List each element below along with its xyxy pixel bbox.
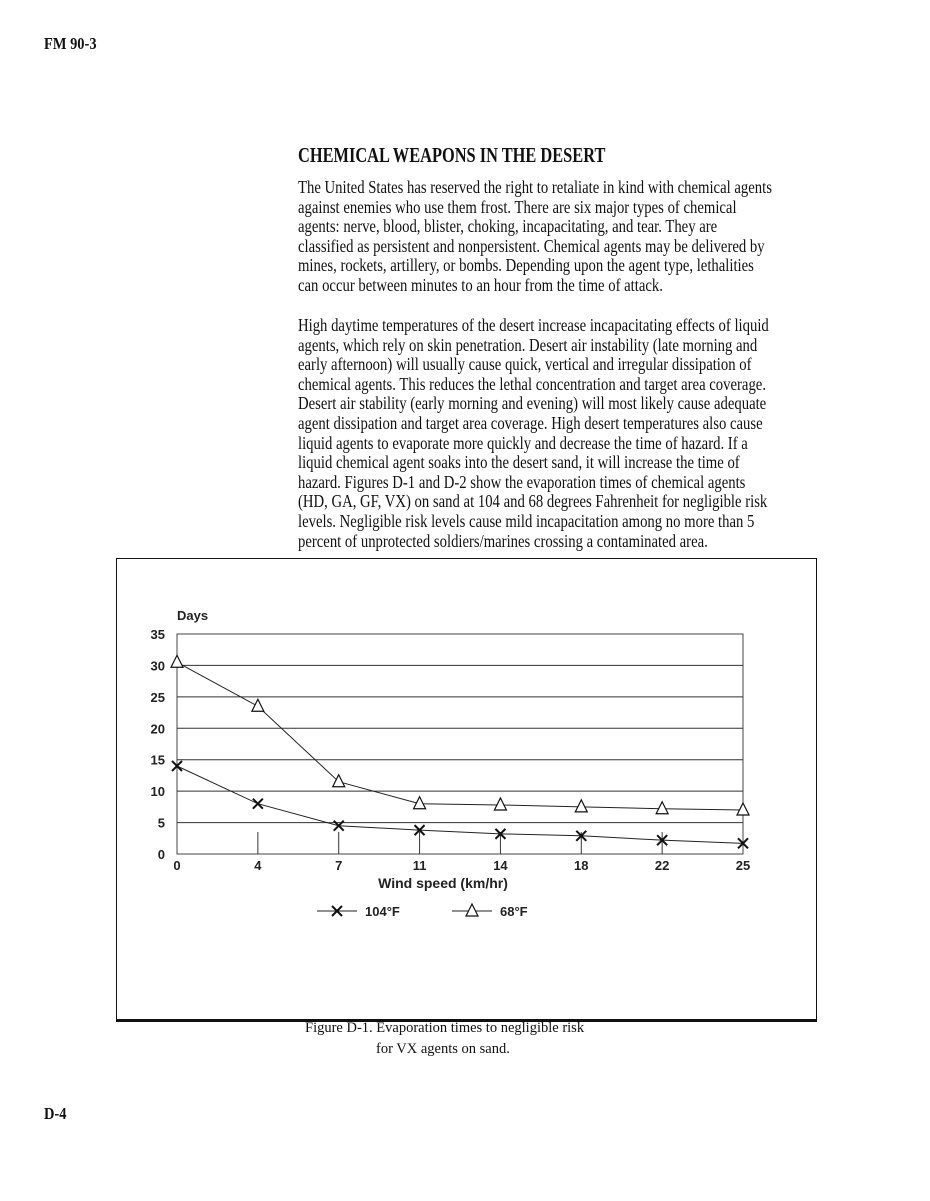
legend-label-104f: 104°F: [365, 904, 400, 919]
series-line-104f: [176, 765, 744, 844]
text-line: High daytime temperatures of the desert …: [298, 315, 769, 335]
text-line: mines, rockets, artillery, or bombs. Dep…: [298, 255, 754, 276]
manual-code: FM 90-3: [44, 34, 97, 53]
data-point: [252, 798, 264, 810]
y-tick-label: 10: [151, 784, 165, 799]
plot-area: [176, 633, 744, 855]
text-line: liquid chemical agent soaks into the des…: [298, 452, 740, 473]
text-line: percent of unprotected soldiers/marines …: [298, 530, 708, 551]
legend-label-68f: 68°F: [500, 904, 528, 919]
text-line: chemical agents. This reduces the lethal…: [298, 373, 767, 394]
x-tick-label: 22: [655, 858, 669, 873]
y-tick-label: 5: [158, 816, 165, 831]
text-line: (HD, GA, GF, VX) on sand at 104 and 68 d…: [298, 491, 768, 512]
section-title: CHEMICAL WEAPONS IN THE DESERT: [298, 143, 606, 167]
text-line: levels. Negligible risk levels cause mil…: [298, 510, 755, 531]
text-line: agent dissipation and target area covera…: [298, 412, 763, 433]
data-point: [736, 801, 750, 816]
data-point: [574, 798, 589, 813]
figure-caption-line-2: for VX agents on sand.: [376, 1041, 510, 1057]
text-line: against enemies who use them frost. Ther…: [298, 196, 737, 217]
legend-marker-104f: [331, 905, 343, 917]
text-line: agents: nerve, blood, blister, choking, …: [298, 216, 718, 237]
x-tick-label: 18: [574, 858, 588, 873]
data-point: [413, 824, 426, 836]
y-tick-label: 0: [158, 847, 165, 862]
data-point: [494, 828, 507, 840]
evaporation-chart: 0 5 10 15 20 25 30 35 Days 0 4 7 11 14 18 22 25 Wind spee…: [151, 608, 751, 919]
x-tick-label: 0: [173, 858, 180, 873]
page-number: D-4: [44, 1104, 67, 1123]
y-axis-label: Days: [177, 608, 208, 623]
y-tick-label: 30: [151, 658, 165, 673]
text-line: agents, which rely on skin penetration. …: [298, 334, 758, 355]
text-line: hazard. Figures D-1 and D-2 show the eva…: [298, 471, 746, 492]
y-tick-label: 35: [151, 627, 165, 642]
data-point: [493, 796, 508, 811]
paragraph-1: The United States has reserved the right…: [298, 177, 862, 296]
y-tick-label: 20: [151, 721, 165, 736]
data-point: [333, 820, 345, 832]
series-line-68f: [176, 661, 744, 811]
figure-caption-line-1: Figure D-1. Evaporation times to negligi…: [305, 1020, 585, 1036]
x-tick-label: 25: [736, 858, 750, 873]
text-line: early afternoon) will usually cause quic…: [298, 354, 752, 375]
data-point: [575, 830, 587, 842]
data-point: [737, 837, 749, 850]
x-tick-label: 4: [254, 858, 262, 873]
y-tick-label: 25: [151, 690, 165, 705]
data-point: [171, 760, 183, 772]
data-point: [656, 834, 668, 846]
x-axis-label: Wind speed (km/hr): [378, 875, 508, 891]
text-line: classified as persistent and nonpersiste…: [298, 235, 765, 256]
data-point: [170, 653, 184, 668]
x-tick-label: 7: [335, 858, 342, 873]
x-tick-label: 14: [493, 858, 508, 873]
text-line: liquid agents to evaporate more quickly …: [298, 432, 748, 453]
figure-frame: 0 5 10 15 20 25 30 35 Days 0 4 7 11 14 18 22 25 Wind spee…: [116, 558, 817, 1022]
text-line: Desert air stability (early morning and …: [298, 393, 767, 414]
text-line: can occur between minutes to an hour fro…: [298, 274, 663, 295]
paragraph-2: High daytime temperatures of the desert …: [298, 315, 858, 551]
data-point: [412, 795, 427, 810]
x-tick-label: 11: [413, 858, 427, 873]
data-point: [250, 697, 265, 712]
y-tick-label: 15: [151, 753, 165, 768]
data-point: [655, 800, 670, 815]
text-line: The United States has reserved the right…: [298, 177, 772, 197]
data-point: [331, 773, 346, 788]
legend-marker-68f: [465, 902, 479, 917]
